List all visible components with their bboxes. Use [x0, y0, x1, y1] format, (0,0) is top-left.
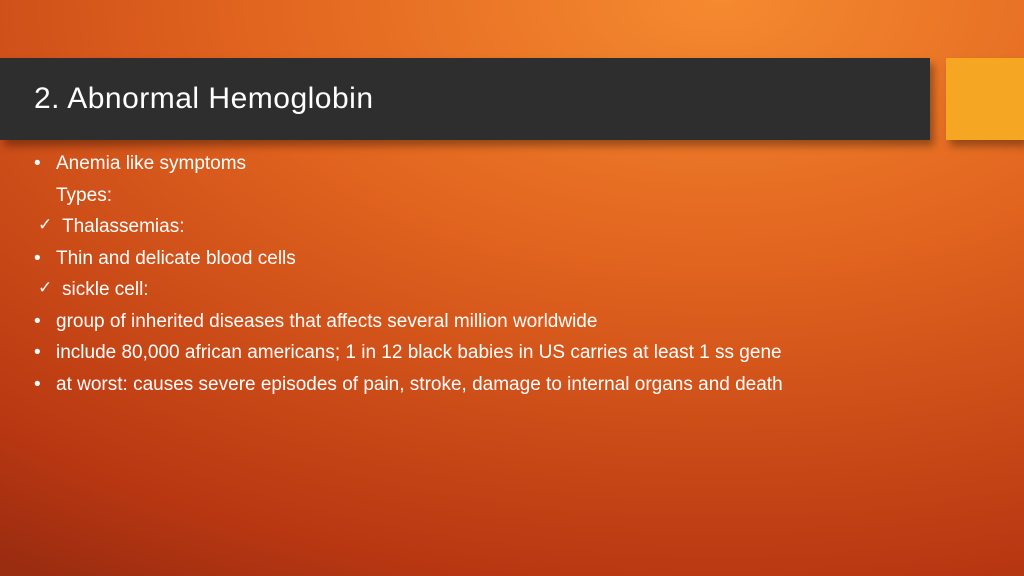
content-line: •Thin and delicate blood cells — [34, 245, 934, 273]
content-text: include 80,000 african americans; 1 in 1… — [56, 339, 934, 367]
content-line: ✓Thalassemias: — [34, 213, 934, 241]
content-text: at worst: causes severe episodes of pain… — [56, 371, 934, 399]
content-line: •group of inherited diseases that affect… — [34, 308, 934, 336]
content-text: Types: — [56, 182, 934, 210]
content-text: Thin and delicate blood cells — [56, 245, 934, 273]
content-text: group of inherited diseases that affects… — [56, 308, 934, 336]
content-line: Types: — [34, 182, 934, 210]
content-line: •include 80,000 african americans; 1 in … — [34, 339, 934, 367]
bullet-icon: • — [34, 308, 56, 336]
content-text: sickle cell: — [56, 276, 934, 304]
check-icon: ✓ — [34, 276, 56, 301]
bullet-icon: • — [34, 245, 56, 273]
content-line: •Anemia like symptoms — [34, 150, 934, 178]
title-bar: 2. Abnormal Hemoglobin — [0, 58, 930, 140]
content-line: •at worst: causes severe episodes of pai… — [34, 371, 934, 399]
bullet-icon: • — [34, 150, 56, 178]
slide-content: •Anemia like symptomsTypes:✓Thalassemias… — [34, 150, 934, 402]
bullet-icon: • — [34, 339, 56, 367]
accent-box — [946, 58, 1024, 140]
content-text: Thalassemias: — [56, 213, 934, 241]
bullet-icon: • — [34, 371, 56, 399]
check-icon: ✓ — [34, 213, 56, 238]
content-line: ✓sickle cell: — [34, 276, 934, 304]
slide-title: 2. Abnormal Hemoglobin — [34, 82, 374, 116]
content-text: Anemia like symptoms — [56, 150, 934, 178]
